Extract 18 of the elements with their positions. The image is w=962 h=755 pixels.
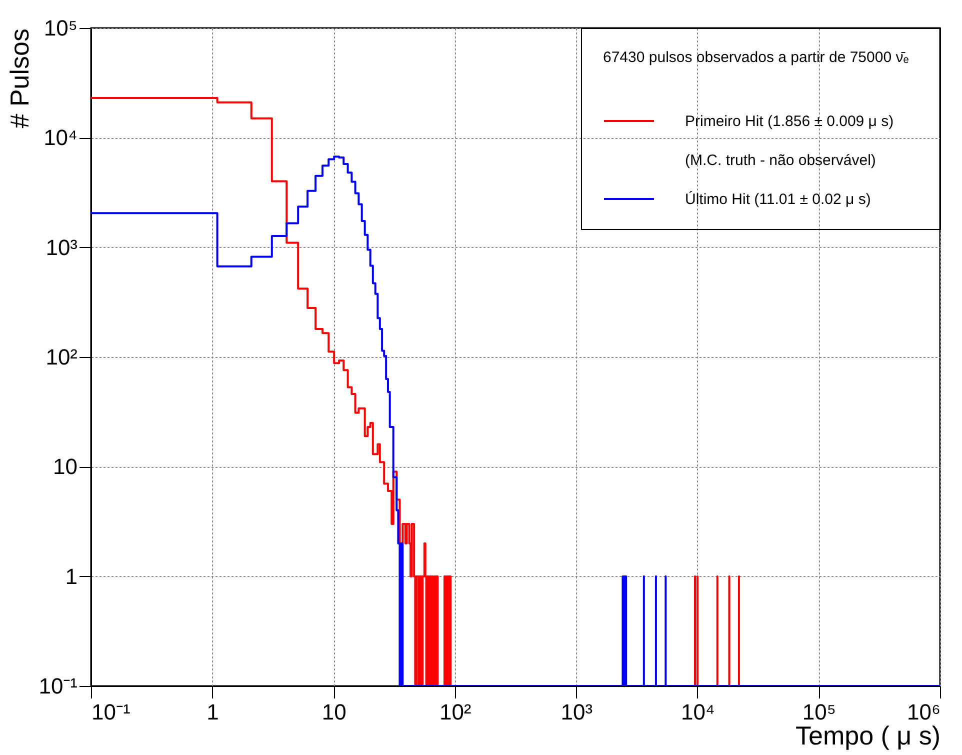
y-tick-label: 10 [53,454,78,480]
legend-title: 67430 pulsos observados a partir de 75000 ν̄ₑ [603,49,910,66]
x-tick-label: 10⁻¹ [92,700,130,724]
x-tick-label: 10³ [560,700,593,724]
y-tick-label: 10³ [46,234,78,260]
y-axis-title: # Pulsos [4,28,34,128]
y-tick-label: 10⁴ [44,125,78,150]
x-tick-label: 10² [439,700,472,724]
annotation: (M.C. truth - não observável) [685,152,876,169]
legend-label: Primeiro Hit (1.856 ± 0.009 μ s) [685,113,894,130]
x-tick-label: 10⁴ [680,700,715,724]
y-tick-label: 10⁵ [44,16,78,40]
y-tick-label: 1 [65,564,78,589]
y-tick-label: 10⁻¹ [38,674,78,698]
legend-label: Último Hit (11.01 ± 0.02 μ s) [685,190,871,208]
y-tick-label: 10² [46,344,78,370]
x-tick-label: 10 [322,700,346,724]
x-tick-label: 1 [206,700,219,724]
